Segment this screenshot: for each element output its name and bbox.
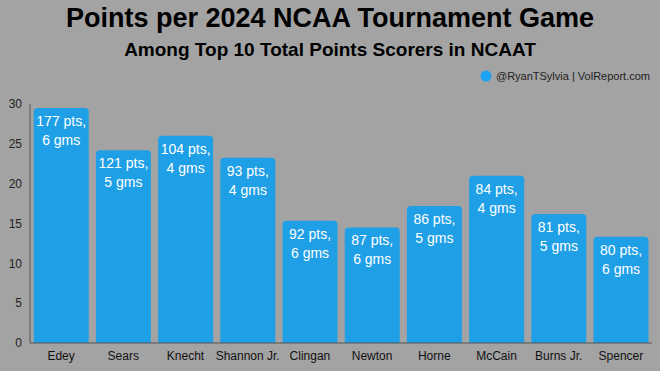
- svg-text:Sears: Sears: [108, 349, 139, 363]
- svg-text:Edey: Edey: [47, 349, 74, 363]
- svg-text:Burns Jr.: Burns Jr.: [535, 349, 582, 363]
- html-text:Among Top 10 Total Points Scor: Among Top 10 Total Points Scorers in NCA…: [124, 39, 536, 60]
- svg-text:80 pts,6 gms: 80 pts,6 gms: [600, 242, 642, 277]
- svg-text:93 pts,4 gms: 93 pts,4 gms: [227, 163, 269, 198]
- svg-text:30: 30: [9, 97, 23, 111]
- svg-text:15: 15: [9, 217, 23, 231]
- svg-text:Horne: Horne: [418, 349, 451, 363]
- svg-text:25: 25: [9, 137, 23, 151]
- svg-text:5: 5: [15, 296, 22, 310]
- svg-text:Newton: Newton: [352, 349, 393, 363]
- svg-text:81 pts,5 gms: 81 pts,5 gms: [538, 219, 580, 254]
- svg-text:Spencer: Spencer: [599, 349, 644, 363]
- svg-text:84 pts,4 gms: 84 pts,4 gms: [476, 181, 518, 216]
- svg-text:Shannon Jr.: Shannon Jr.: [216, 349, 280, 363]
- svg-text:Knecht: Knecht: [167, 349, 205, 363]
- svg-text:McCain: McCain: [476, 349, 517, 363]
- svg-text:87 pts,6 gms: 87 pts,6 gms: [351, 232, 393, 267]
- html-text:Points per 2024 NCAA Tournamen: Points per 2024 NCAA Tournament Game: [65, 3, 595, 33]
- svg-text:104 pts,4 gms: 104 pts,4 gms: [161, 141, 211, 176]
- html-text:@RyanTSylvia | VolReport.com: @RyanTSylvia | VolReport.com: [496, 70, 650, 82]
- svg-text:86 pts,5 gms: 86 pts,5 gms: [413, 211, 455, 246]
- svg-text:121 pts,5 gms: 121 pts,5 gms: [99, 155, 149, 190]
- svg-text:Clingan: Clingan: [290, 349, 331, 363]
- svg-text:10: 10: [9, 257, 23, 271]
- svg-text:177 pts,6 gms: 177 pts,6 gms: [36, 113, 86, 148]
- svg-text:0: 0: [15, 336, 22, 350]
- svg-text:92 pts,6 gms: 92 pts,6 gms: [289, 226, 331, 261]
- svg-text:20: 20: [9, 177, 23, 191]
